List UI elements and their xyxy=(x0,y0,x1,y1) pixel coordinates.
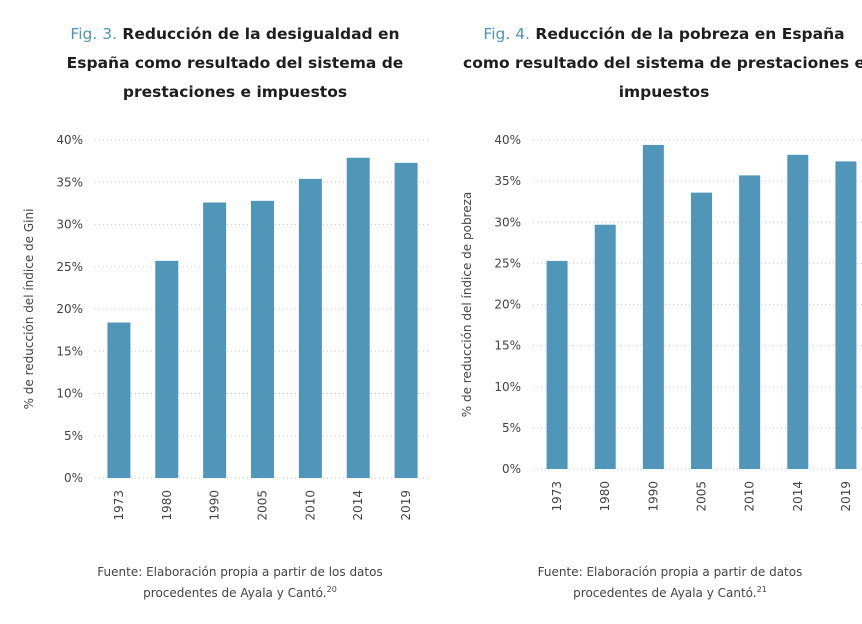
bar-chart-pobreza: 0% 5% 10% 15% 20% 25% 30% 35% 40% % de reducción … xyxy=(460,133,862,512)
y-tick-label: 35% xyxy=(494,174,521,188)
y-tick-label: 25% xyxy=(56,260,83,274)
x-tick-label: 2019 xyxy=(399,490,413,521)
bar[interactable] xyxy=(739,175,761,469)
y-tick-label: 20% xyxy=(494,298,521,312)
bar[interactable] xyxy=(251,200,274,478)
bar[interactable] xyxy=(298,178,322,478)
y-tick-label: 40% xyxy=(56,133,83,147)
bar[interactable] xyxy=(107,322,131,478)
y-tick-label: 10% xyxy=(494,380,521,394)
chart-title-text: Reducción de la desigualdad en España co… xyxy=(66,25,404,101)
bar[interactable] xyxy=(835,161,857,469)
y-tick-label: 30% xyxy=(56,218,83,232)
figure-label: Fig. 4. xyxy=(483,25,530,43)
x-tick-label: 2010 xyxy=(303,490,317,521)
x-tick-label: 2019 xyxy=(839,481,853,512)
y-tick-label: 15% xyxy=(56,344,83,358)
footnote-ref[interactable]: 20 xyxy=(326,585,337,594)
source-note: Fuente: Elaboración propia a partir de l… xyxy=(95,562,385,604)
y-tick-label: 25% xyxy=(494,256,521,270)
y-tick-label: 0% xyxy=(64,471,83,485)
y-tick-label: 30% xyxy=(494,215,521,229)
chart-title: Fig. 4. Reducción de la pobreza en Españ… xyxy=(458,20,862,107)
bar[interactable] xyxy=(546,260,568,469)
source-text: Fuente: Elaboración propia a partir de d… xyxy=(537,565,803,600)
source-text: Fuente: Elaboración propia a partir de l… xyxy=(97,565,383,600)
y-tick-label: 40% xyxy=(494,133,521,147)
y-axis-label: % de reducción del índice de Gini xyxy=(22,209,36,410)
bar[interactable] xyxy=(594,224,616,469)
x-tick-label: 2014 xyxy=(351,490,365,521)
y-tick-label: 20% xyxy=(56,302,83,316)
y-tick-label: 0% xyxy=(502,462,521,476)
y-tick-label: 5% xyxy=(64,429,83,443)
x-tick-label: 2005 xyxy=(695,481,709,512)
bar-chart-gini: 0% 5% 10% 15% 20% 25% 30% 35% 40% % de reducción … xyxy=(22,133,430,521)
x-tick-label: 2014 xyxy=(791,481,805,512)
bar[interactable] xyxy=(394,162,418,478)
figure-4-panel: Fig. 4. Reducción de la pobreza en Españ… xyxy=(440,0,862,624)
bar[interactable] xyxy=(787,154,809,469)
y-axis-label: % de reducción del índice de pobreza xyxy=(460,192,474,418)
chart-title-text: Reducción de la pobreza en España como r… xyxy=(463,25,862,101)
y-tick-label: 35% xyxy=(56,175,83,189)
x-tick-label: 1973 xyxy=(550,481,564,512)
footnote-ref[interactable]: 21 xyxy=(756,585,767,594)
figure-label: Fig. 3. xyxy=(70,25,117,43)
x-tick-label: 2005 xyxy=(256,490,270,521)
bar[interactable] xyxy=(155,260,179,478)
x-tick-label: 1973 xyxy=(112,490,126,521)
x-tick-label: 1990 xyxy=(646,481,660,512)
bar[interactable] xyxy=(642,144,664,469)
bar[interactable] xyxy=(203,202,227,478)
chart-title: Fig. 3. Reducción de la desigualdad en E… xyxy=(40,20,430,107)
x-tick-label: 1980 xyxy=(160,490,174,521)
x-tick-label: 2010 xyxy=(743,481,757,512)
bar[interactable] xyxy=(346,157,370,478)
y-tick-label: 10% xyxy=(56,387,83,401)
bar[interactable] xyxy=(691,192,712,469)
y-tick-label: 5% xyxy=(502,421,521,435)
x-tick-label: 1990 xyxy=(208,490,222,521)
source-note: Fuente: Elaboración propia a partir de d… xyxy=(530,562,810,604)
y-tick-label: 15% xyxy=(494,339,521,353)
x-tick-label: 1980 xyxy=(598,481,612,512)
figure-3-panel: Fig. 3. Reducción de la desigualdad en E… xyxy=(22,20,430,604)
